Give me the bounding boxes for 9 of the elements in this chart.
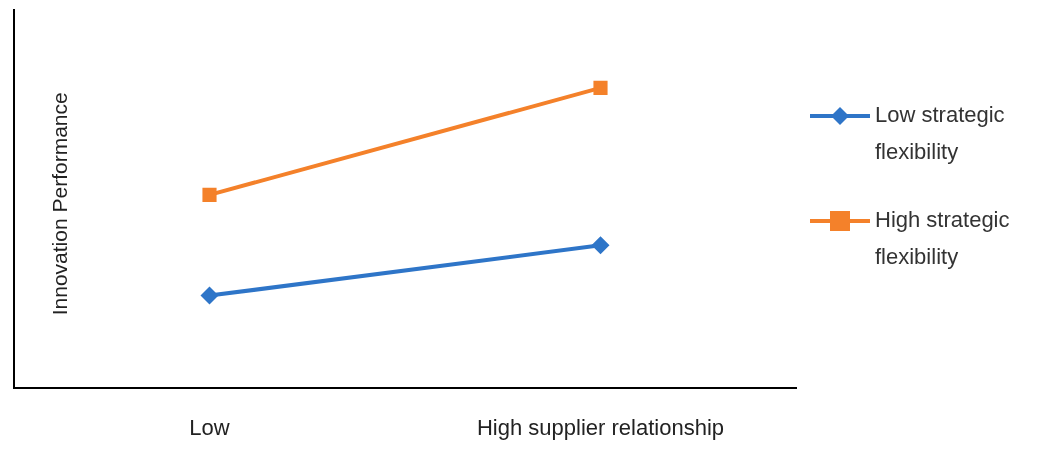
- x-tick-label: High supplier relationship: [476, 414, 725, 440]
- legend-label: High strategic flexibility: [875, 207, 1010, 270]
- point: [200, 286, 219, 305]
- point: [202, 187, 217, 202]
- x-tick-label: Low: [189, 414, 230, 440]
- point: [591, 236, 610, 255]
- y-axis-title: Innovation Performance: [47, 92, 71, 316]
- legend-label: Low strategic flexibility: [875, 102, 1005, 165]
- point: [593, 80, 608, 95]
